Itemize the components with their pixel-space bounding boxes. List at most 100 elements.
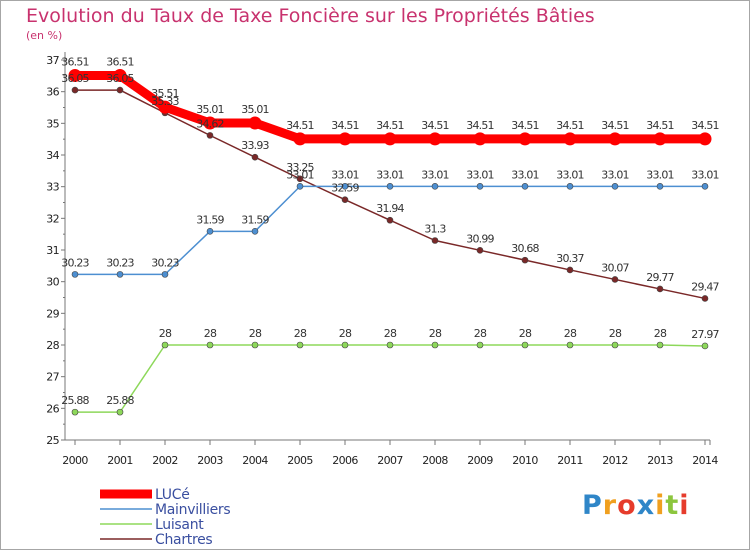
series-layer [68,69,712,416]
data-label-mainvilliers: 33.01 [601,168,629,181]
data-label-chartres: 33.25 [286,161,314,174]
y-tick-label: 28 [46,339,59,352]
data-label-mainvilliers: 33.01 [421,168,449,181]
data-label-chartres: 34.62 [196,117,224,130]
y-tick-label: 33 [46,181,59,194]
brand-letter: x [636,490,656,521]
data-label-chartres: 31.94 [376,202,404,215]
data-label-luisant: 28 [519,327,532,340]
data-label-luc-: 36.51 [106,56,134,69]
data-point-luc- [113,69,127,83]
data-point-chartres [566,266,574,274]
legend-entry-chartres: Chartres [155,532,212,548]
y-tick-label: 25 [46,434,59,447]
data-point-luisant [656,341,664,349]
data-point-chartres [521,256,529,264]
data-point-luc- [518,132,532,146]
data-label-luc-: 34.51 [511,119,539,132]
data-label-luc-: 34.51 [646,119,674,132]
data-label-chartres: 30.68 [511,242,539,255]
data-point-luisant [431,341,439,349]
data-label-luisant: 28 [294,327,307,340]
data-label-chartres: 29.47 [691,280,719,293]
data-point-luc- [563,132,577,146]
data-point-chartres [386,216,394,224]
data-label-luc-: 34.51 [691,119,719,132]
data-point-chartres [431,237,439,244]
data-label-chartres: 29.77 [646,271,674,284]
data-point-chartres [71,86,79,94]
data-point-luisant [71,408,79,416]
x-tick-label: 2004 [242,454,268,467]
axes: 25 26 27 28 29 30 31 32 33 34 35 36 37 2000 2001 2002 20… [46,52,719,467]
data-point-mainvilliers [431,183,439,190]
data-label-mainvilliers: 33.01 [331,168,359,181]
data-point-mainvilliers [386,183,394,190]
y-tick-label: 35 [46,117,59,130]
x-tick-label: 2001 [107,454,133,467]
data-labels: 36.05 36.05 35.33 34.62 33.93 33.25 32.59 31.94… [61,56,720,408]
data-point-mainvilliers [566,183,574,190]
series-line-luisant [74,344,706,413]
data-label-luisant: 25.88 [61,394,89,407]
data-point-luc- [158,100,172,114]
chart-title: Evolution du Taux de Taxe Foncière sur l… [26,5,595,27]
data-point-luisant [521,341,529,349]
data-point-mainvilliers [701,183,709,190]
x-tick-label: 2009 [467,454,493,467]
data-label-mainvilliers: 33.01 [556,168,584,181]
data-point-luisant [611,341,619,349]
data-point-mainvilliers [341,183,349,190]
data-label-luc-: 34.51 [601,119,629,132]
y-tick-label: 29 [46,307,59,320]
data-label-mainvilliers: 33.01 [691,168,719,181]
data-point-luc- [473,132,487,146]
data-point-mainvilliers [116,271,124,278]
data-point-luc- [203,116,217,130]
data-point-luc- [248,116,262,130]
x-tick-label: 2003 [197,454,223,467]
data-label-luc-: 34.51 [556,119,584,132]
data-point-mainvilliers [521,183,529,190]
data-label-luisant: 28 [339,327,352,340]
data-label-chartres: 36.05 [106,72,134,85]
data-label-luc-: 34.51 [466,119,494,132]
data-label-luc-: 35.01 [241,103,269,116]
data-label-chartres: 33.93 [241,139,269,152]
data-point-chartres [116,86,124,94]
data-label-mainvilliers: 30.23 [151,256,179,269]
data-point-luisant [701,342,709,350]
data-point-mainvilliers [71,271,79,278]
x-tick-label: 2010 [512,454,538,467]
y-tick-label: 27 [46,371,59,384]
y-tick-label: 37 [46,54,59,67]
x-tick-label: 2005 [287,454,313,467]
data-label-luisant: 28 [429,327,442,340]
x-tick-label: 2000 [62,454,88,467]
y-tick-label: 32 [46,212,59,225]
data-label-luisant: 28 [384,327,397,340]
x-tick-label: 2006 [332,454,358,467]
data-label-luisant: 28 [249,327,262,340]
data-point-luisant [206,341,214,349]
data-label-luc-: 35.01 [196,103,224,116]
brand-letter: r [602,490,618,521]
y-tick-label: 36 [46,86,59,99]
data-label-chartres: 30.37 [556,252,584,265]
data-point-chartres [206,132,214,139]
data-point-luc- [383,132,397,146]
x-tick-label: 2013 [647,454,673,467]
data-point-luisant [386,341,394,349]
data-point-mainvilliers [611,183,619,190]
brand-letter: o [617,490,637,521]
x-tick-label: 2012 [602,454,628,467]
data-label-mainvilliers: 31.59 [196,213,224,226]
data-point-chartres [611,276,619,283]
x-tick-label: 2002 [152,454,178,467]
data-point-chartres [656,285,664,293]
y-tick-label: 31 [46,244,59,257]
data-label-chartres: 36.05 [61,72,89,85]
data-point-luc- [428,132,442,146]
x-tick-label: 2008 [422,454,448,467]
